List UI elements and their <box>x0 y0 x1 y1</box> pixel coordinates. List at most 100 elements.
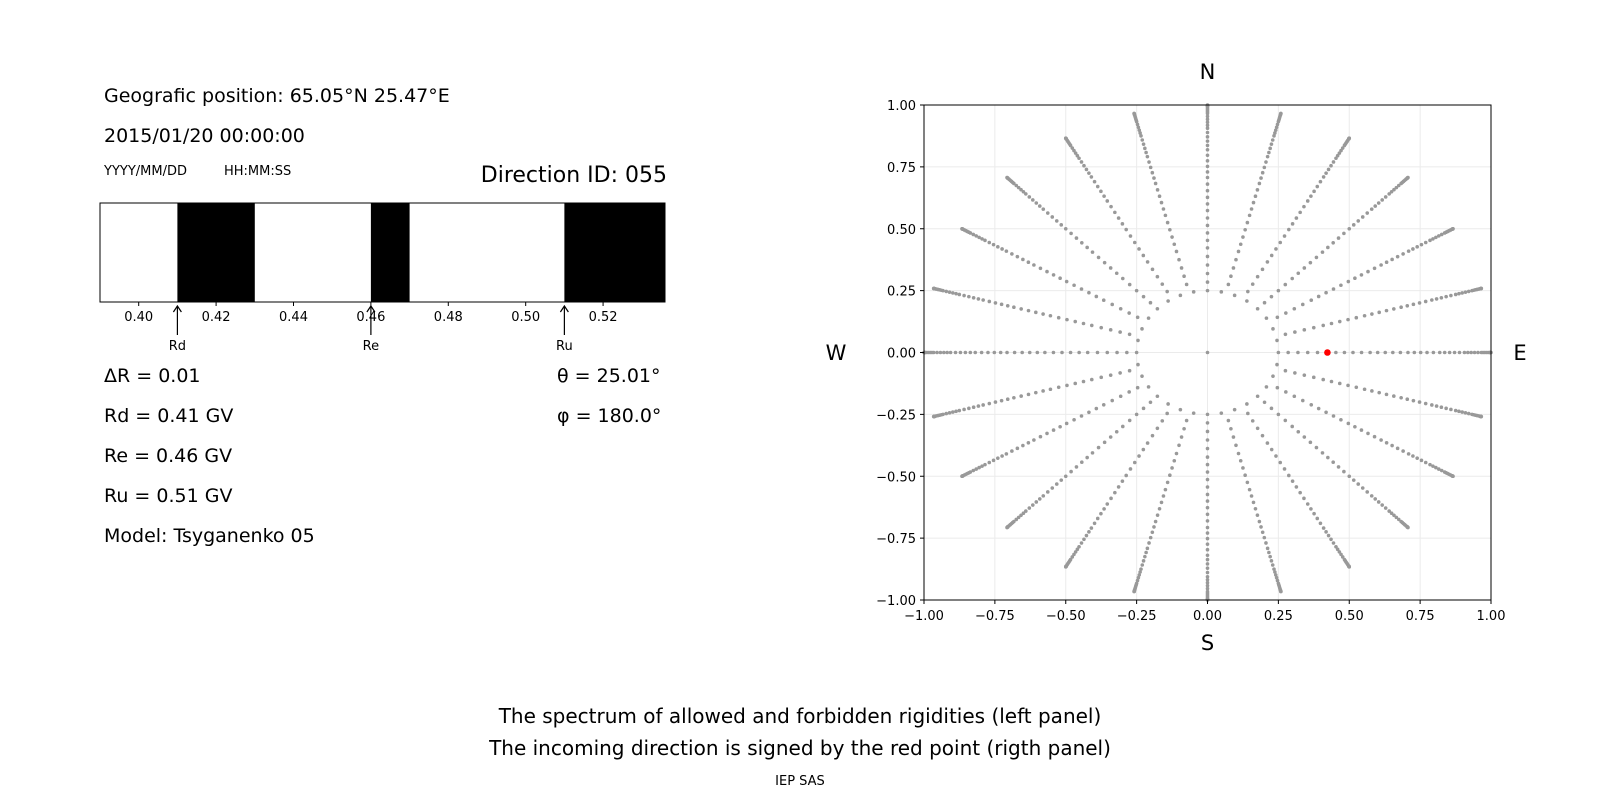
direction-point <box>1080 460 1084 465</box>
direction-point <box>1168 473 1172 477</box>
direction-point <box>1114 429 1119 434</box>
direction-point <box>1019 187 1023 192</box>
direction-point <box>1392 394 1396 398</box>
direction-point <box>1384 260 1389 265</box>
direction-point <box>1159 500 1164 505</box>
direction-point <box>1155 274 1160 279</box>
direction-point <box>1135 385 1140 390</box>
direction-point <box>1079 541 1084 545</box>
direction-point <box>1320 451 1325 455</box>
direction-point <box>1430 298 1434 302</box>
direction-point <box>1271 327 1275 331</box>
direction-point <box>1335 547 1340 552</box>
direction-point <box>1205 553 1210 558</box>
direction-point <box>1302 266 1307 270</box>
direction-point <box>1377 310 1381 315</box>
direction-point <box>1069 231 1073 236</box>
direction-point <box>1166 299 1170 303</box>
direction-point <box>1331 414 1336 418</box>
direction-point <box>1016 515 1021 520</box>
direction-point <box>1284 390 1288 394</box>
direction-point <box>1087 171 1091 175</box>
direction-point <box>1155 188 1160 192</box>
rigidity-spectrum-chart: 0.40 0.42 0.44 0.46 0.48 0.50 0.52 Rd Re Ru <box>99 202 666 354</box>
direction-point <box>1234 257 1238 262</box>
direction-point <box>1339 283 1343 288</box>
rd-value: Rd = 0.41 GV <box>104 405 234 427</box>
direction-point <box>1399 305 1403 310</box>
direction-point <box>1275 385 1280 390</box>
direction-point <box>1302 496 1306 501</box>
direction-point <box>1308 440 1313 445</box>
direction-point <box>1287 473 1291 478</box>
direction-point <box>981 403 985 407</box>
direction-point <box>1302 328 1307 332</box>
direction-point <box>963 350 968 355</box>
direction-point <box>1205 123 1210 128</box>
marker-ru: Ru <box>556 304 573 354</box>
direction-point <box>1205 188 1210 193</box>
direction-point <box>1279 589 1283 594</box>
direction-point <box>1405 397 1410 402</box>
direction-point <box>1359 273 1364 277</box>
direction-point <box>1383 350 1388 355</box>
direction-point <box>1394 515 1399 520</box>
direction-point <box>1027 350 1032 355</box>
direction-point <box>1434 235 1438 240</box>
direction-point <box>1145 260 1150 264</box>
direction-point <box>1451 226 1455 231</box>
direction-point <box>1312 189 1316 194</box>
direction-point <box>1334 350 1338 355</box>
direction-point <box>1205 470 1210 474</box>
direction-point <box>1274 125 1279 130</box>
direction-point <box>1463 411 1468 415</box>
direction-point <box>1000 454 1004 458</box>
direction-point <box>1398 350 1403 355</box>
direction-point <box>1279 111 1283 116</box>
direction-point <box>1439 405 1444 410</box>
direction-point <box>1231 435 1236 439</box>
direction-point <box>1353 424 1357 429</box>
direction-point <box>1356 482 1361 486</box>
direction-point <box>1124 227 1128 232</box>
direction-point <box>1447 350 1452 355</box>
direction-point <box>1135 122 1140 127</box>
direction-point <box>1311 325 1316 330</box>
direction-point <box>1085 455 1089 460</box>
direction-point <box>931 286 936 291</box>
direction-point <box>1113 490 1117 495</box>
direction-point <box>1335 153 1340 158</box>
direction-point <box>1073 151 1078 155</box>
direction-point <box>1380 503 1384 507</box>
direction-point <box>1152 176 1156 180</box>
south-label: S <box>1201 631 1214 655</box>
direction-point <box>1160 282 1165 286</box>
caption-line-2: The incoming direction is signed by the … <box>489 736 1111 760</box>
direction-point <box>1075 547 1080 552</box>
direction-point <box>1179 435 1184 439</box>
direction-point <box>1431 237 1435 241</box>
y-tick-label: 0.75 <box>887 161 916 176</box>
direction-point <box>1294 485 1299 489</box>
direction-point <box>1041 207 1046 211</box>
direction-point <box>1205 195 1210 200</box>
direction-point <box>983 238 987 243</box>
direction-point <box>1321 323 1326 328</box>
direction-point <box>1205 135 1210 139</box>
x-tick-label: 0.25 <box>1264 609 1293 624</box>
direction-point <box>1309 298 1314 303</box>
direction-point <box>1439 468 1444 473</box>
direction-point <box>1157 506 1162 511</box>
direction-point <box>1251 200 1256 205</box>
direction-point <box>954 409 958 414</box>
direction-point <box>1069 469 1073 474</box>
direction-point <box>1245 402 1249 406</box>
direction-point <box>1037 204 1042 208</box>
direction-point <box>1309 402 1314 407</box>
direction-point <box>1026 308 1031 313</box>
direction-point <box>1041 312 1045 316</box>
direction-point <box>1032 263 1036 267</box>
direction-point <box>1184 282 1189 287</box>
direction-point <box>1265 260 1270 264</box>
direction-point <box>960 474 964 479</box>
